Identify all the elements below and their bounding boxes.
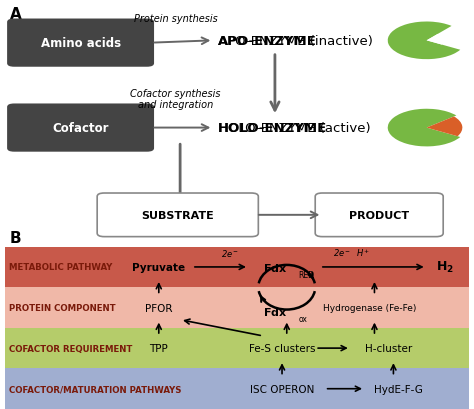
- FancyBboxPatch shape: [315, 193, 443, 237]
- Text: RED: RED: [299, 270, 315, 279]
- Text: ISC OPERON: ISC OPERON: [250, 384, 314, 394]
- Bar: [5, 288, 469, 328]
- Text: PFOR: PFOR: [145, 303, 173, 313]
- Text: 2e$^-$: 2e$^-$: [221, 247, 239, 258]
- Text: B: B: [9, 231, 21, 246]
- Text: METABOLIC PATHWAY: METABOLIC PATHWAY: [9, 263, 113, 272]
- Text: A: A: [9, 7, 21, 22]
- Bar: [5, 328, 469, 369]
- Text: Fe-S clusters: Fe-S clusters: [249, 343, 315, 353]
- Text: 2e$^-$  H$^+$: 2e$^-$ H$^+$: [333, 247, 371, 258]
- Wedge shape: [388, 110, 460, 147]
- Text: HOLO-ENZYME: HOLO-ENZYME: [218, 122, 327, 135]
- Text: H-cluster: H-cluster: [365, 343, 412, 353]
- Wedge shape: [388, 22, 460, 60]
- Text: Pyruvate: Pyruvate: [132, 262, 185, 272]
- Text: Hydrogenase (Fe-Fe): Hydrogenase (Fe-Fe): [323, 303, 416, 312]
- Text: $\mathbf{Fdx}$: $\mathbf{Fdx}$: [263, 305, 288, 317]
- Text: TPP: TPP: [149, 343, 168, 353]
- Text: Protein synthesis: Protein synthesis: [134, 14, 217, 24]
- Text: HOLO-ENZYME (active): HOLO-ENZYME (active): [218, 122, 371, 135]
- Text: APO-ENZYME (inactive): APO-ENZYME (inactive): [218, 35, 373, 48]
- Wedge shape: [427, 117, 462, 137]
- Text: Amino acids: Amino acids: [40, 37, 121, 50]
- Text: HydE-F-G: HydE-F-G: [374, 384, 423, 394]
- Text: APO-ENZYME: APO-ENZYME: [218, 35, 317, 48]
- Text: ox: ox: [299, 315, 308, 324]
- FancyBboxPatch shape: [97, 193, 258, 237]
- Text: Cofactor: Cofactor: [52, 122, 109, 135]
- Text: $\mathbf{Fdx}$: $\mathbf{Fdx}$: [263, 261, 288, 273]
- Bar: [5, 247, 469, 288]
- FancyBboxPatch shape: [7, 20, 154, 67]
- Text: PRODUCT: PRODUCT: [349, 210, 409, 220]
- Text: COFACTOR REQUIREMENT: COFACTOR REQUIREMENT: [9, 344, 133, 353]
- FancyBboxPatch shape: [7, 104, 154, 152]
- Text: $\mathbf{H_2}$: $\mathbf{H_2}$: [436, 260, 454, 275]
- Text: COFACTOR/MATURATION PATHWAYS: COFACTOR/MATURATION PATHWAYS: [9, 384, 182, 393]
- Wedge shape: [427, 35, 444, 45]
- Bar: [5, 369, 469, 409]
- Text: SUBSTRATE: SUBSTRATE: [141, 210, 214, 220]
- Text: Cofactor synthesis
and integration: Cofactor synthesis and integration: [130, 88, 220, 110]
- Text: PROTEIN COMPONENT: PROTEIN COMPONENT: [9, 303, 116, 312]
